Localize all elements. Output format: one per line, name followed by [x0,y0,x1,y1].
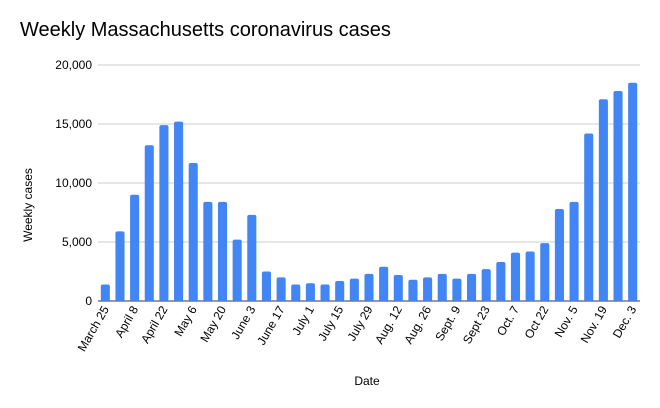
bar [481,269,491,301]
bar [423,277,433,301]
bar [305,283,315,301]
x-tick-label: Aug. 12 [372,303,405,346]
bar [496,262,506,301]
bar [364,273,374,301]
y-tick-label: 20,000 [55,58,92,72]
bar [100,284,110,301]
bar [174,121,184,301]
bar [232,239,242,301]
x-tick-label: May 20 [197,303,229,344]
y-tick-label: 10,000 [55,176,92,190]
bar [115,231,125,301]
x-tick-label: Sept 23 [460,303,493,346]
bar [379,266,389,301]
x-tick-label: March 25 [75,303,112,354]
bar [159,125,169,302]
x-tick-label: Oct 22 [522,303,552,341]
bar [510,252,521,301]
x-tick-label: Sept. 9 [432,303,463,343]
bars [100,82,638,302]
chart-title: Weekly Massachusetts coronavirus cases [20,19,391,41]
bar [613,90,623,302]
y-axis-label: Weekly cases [21,168,35,242]
x-tick-label: April 8 [112,303,141,340]
bar [584,133,594,301]
bar [130,194,140,301]
x-tick-label: Nov. 5 [552,303,581,340]
bar [393,275,403,301]
bar [203,201,213,301]
x-tick-label: June 17 [254,303,288,347]
bar [628,82,638,301]
y-tick-label: 5,000 [62,235,92,249]
bar [276,277,286,301]
bar [569,201,579,301]
x-axis-label: Date [354,374,380,388]
x-tick-label: April 22 [138,303,171,346]
y-tick-label: 0 [85,294,92,308]
bar [320,284,330,301]
x-tick-label: July 29 [344,303,375,343]
x-tick-label: May 6 [171,303,200,339]
bar [247,214,257,301]
bar [291,284,301,301]
bar [452,278,462,301]
bar [437,273,447,301]
bar [217,201,228,301]
x-tick-label: June 3 [228,303,258,341]
x-tick-label: Nov. 19 [578,303,611,345]
bar [540,243,550,301]
x-tick-label: Dec. 3 [610,303,640,340]
x-tick-label: Oct. 7 [494,303,522,338]
bar [408,279,418,301]
bar [261,271,272,301]
bar [349,278,359,301]
x-tick-label: Aug. 26 [401,303,434,346]
bar [466,273,477,301]
y-tick-labels: 0 5,000 10,000 15,000 20,000 [55,58,92,308]
bar [554,208,564,301]
bar [525,251,535,301]
y-tick-label: 15,000 [55,117,92,131]
bar [335,280,345,301]
bar [598,99,608,301]
x-tick-label: July 15 [315,303,346,343]
x-tick-label: July 1 [289,303,317,337]
bar [144,145,154,301]
bar [188,162,198,301]
